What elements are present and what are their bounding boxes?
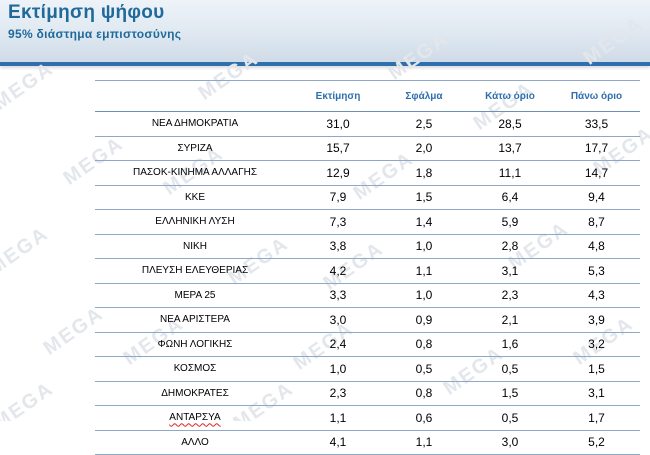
estimate-value: 7,3 xyxy=(295,215,381,229)
column-header: Σφάλμα xyxy=(381,91,467,102)
estimate-value: 31,0 xyxy=(295,117,381,131)
estimate-value: 1,0 xyxy=(295,362,381,376)
party-name: ΔΗΜΟΚΡΑΤΕΣ xyxy=(95,388,295,399)
table-row: ΦΩΝΗ ΛΟΓΙΚΗΣ 2,4 0,8 1,6 3,2 xyxy=(95,333,640,358)
party-name: ΚΟΣΜΟΣ xyxy=(95,363,295,374)
party-name: ΠΛΕΥΣΗ ΕΛΕΥΘΕΡΙΑΣ xyxy=(95,265,295,276)
upper-bound-value: 17,7 xyxy=(553,141,640,155)
error-value: 0,8 xyxy=(381,386,467,400)
upper-bound-value: 33,5 xyxy=(553,117,640,131)
error-value: 1,1 xyxy=(381,435,467,449)
estimate-value: 12,9 xyxy=(295,166,381,180)
page-title: Εκτίμηση ψήφου xyxy=(8,2,165,24)
upper-bound-value: 3,2 xyxy=(553,337,640,351)
party-name: ΣΥΡΙΖΑ xyxy=(95,143,295,154)
lower-bound-value: 0,5 xyxy=(467,411,553,425)
error-value: 1,8 xyxy=(381,166,467,180)
watermark: MEGA xyxy=(0,58,58,116)
table-row: ΠΑΣΟΚ-ΚΙΝΗΜΑ ΑΛΛΑΓΗΣ 12,9 1,8 11,1 14,7 xyxy=(95,161,640,186)
upper-bound-value: 14,7 xyxy=(553,166,640,180)
table-row: ΑΛΛΟ 4,1 1,1 3,0 5,2 xyxy=(95,431,640,455)
upper-bound-value: 3,1 xyxy=(553,386,640,400)
error-value: 1,0 xyxy=(381,239,467,253)
table-row: ΑΝΤΑΡΣΥΑ 1,1 0,6 0,5 1,7 xyxy=(95,406,640,431)
estimate-value: 2,3 xyxy=(295,386,381,400)
error-value: 2,5 xyxy=(381,117,467,131)
party-name: ΜΕΡΑ 25 xyxy=(95,290,295,301)
table-row: ΝΕΑ ΔΗΜΟΚΡΑΤΙΑ 31,0 2,5 28,5 33,5 xyxy=(95,112,640,137)
party-name: ΕΛΛΗΝΙΚΗ ΛΥΣΗ xyxy=(95,216,295,227)
page-subtitle: 95% διάστημα εμπιστοσύνης xyxy=(8,27,181,41)
lower-bound-value: 0,5 xyxy=(467,362,553,376)
upper-bound-value: 1,7 xyxy=(553,411,640,425)
watermark: MEGA xyxy=(0,223,53,281)
error-value: 1,1 xyxy=(381,264,467,278)
party-name: ΝΕΑ ΑΡΙΣΤΕΡΑ xyxy=(95,314,295,325)
error-value: 2,0 xyxy=(381,141,467,155)
table-header: Εκτίμηση Σφάλμα Κάτω όριο Πάνω όριο xyxy=(95,80,640,112)
lower-bound-value: 3,1 xyxy=(467,264,553,278)
party-name: ΝΙΚΗ xyxy=(95,241,295,252)
lower-bound-value: 3,0 xyxy=(467,435,553,449)
column-header: Πάνω όριο xyxy=(553,91,640,102)
table-row: ΜΕΡΑ 25 3,3 1,0 2,3 4,3 xyxy=(95,284,640,309)
party-name: ΦΩΝΗ ΛΟΓΙΚΗΣ xyxy=(95,339,295,350)
error-value: 1,4 xyxy=(381,215,467,229)
table-row: ΕΛΛΗΝΙΚΗ ΛΥΣΗ 7,3 1,4 5,9 8,7 xyxy=(95,210,640,235)
upper-bound-value: 3,9 xyxy=(553,313,640,327)
estimate-value: 1,1 xyxy=(295,411,381,425)
estimate-value: 4,2 xyxy=(295,264,381,278)
lower-bound-value: 13,7 xyxy=(467,141,553,155)
column-header: Εκτίμηση xyxy=(295,91,381,102)
error-value: 1,0 xyxy=(381,288,467,302)
lower-bound-value: 1,6 xyxy=(467,337,553,351)
error-value: 0,8 xyxy=(381,337,467,351)
error-value: 0,9 xyxy=(381,313,467,327)
party-name: ΚΚΕ xyxy=(95,192,295,203)
estimate-value: 2,4 xyxy=(295,337,381,351)
party-name: ΠΑΣΟΚ-ΚΙΝΗΜΑ ΑΛΛΑΓΗΣ xyxy=(95,167,295,178)
estimate-value: 4,1 xyxy=(295,435,381,449)
party-name: ΝΕΑ ΔΗΜΟΚΡΑΤΙΑ xyxy=(95,118,295,129)
upper-bound-value: 8,7 xyxy=(553,215,640,229)
lower-bound-value: 1,5 xyxy=(467,386,553,400)
page-header: Εκτίμηση ψήφου 95% διάστημα εμπιστοσύνης xyxy=(0,0,650,66)
error-value: 0,6 xyxy=(381,411,467,425)
table-row: ΝΙΚΗ 3,8 1,0 2,8 4,8 xyxy=(95,235,640,260)
party-name: ΑΝΤΑΡΣΥΑ xyxy=(95,412,295,423)
error-value: 1,5 xyxy=(381,190,467,204)
upper-bound-value: 5,3 xyxy=(553,264,640,278)
column-header: Κάτω όριο xyxy=(467,91,553,102)
lower-bound-value: 6,4 xyxy=(467,190,553,204)
estimate-value: 3,3 xyxy=(295,288,381,302)
estimate-value: 15,7 xyxy=(295,141,381,155)
lower-bound-value: 2,8 xyxy=(467,239,553,253)
upper-bound-value: 1,5 xyxy=(553,362,640,376)
party-name-text: ΑΝΤΑΡΣΥΑ xyxy=(169,412,220,423)
lower-bound-value: 2,3 xyxy=(467,288,553,302)
estimate-value: 7,9 xyxy=(295,190,381,204)
table-row: ΔΗΜΟΚΡΑΤΕΣ 2,3 0,8 1,5 3,1 xyxy=(95,382,640,407)
table-row: ΣΥΡΙΖΑ 15,7 2,0 13,7 17,7 xyxy=(95,137,640,162)
error-value: 0,5 xyxy=(381,362,467,376)
estimate-value: 3,8 xyxy=(295,239,381,253)
upper-bound-value: 4,3 xyxy=(553,288,640,302)
lower-bound-value: 2,1 xyxy=(467,313,553,327)
table-row: ΠΛΕΥΣΗ ΕΛΕΥΘΕΡΙΑΣ 4,2 1,1 3,1 5,3 xyxy=(95,259,640,284)
party-name: ΑΛΛΟ xyxy=(95,437,295,448)
upper-bound-value: 5,2 xyxy=(553,435,640,449)
lower-bound-value: 28,5 xyxy=(467,117,553,131)
upper-bound-value: 4,8 xyxy=(553,239,640,253)
vote-estimate-table: Εκτίμηση Σφάλμα Κάτω όριο Πάνω όριο ΝΕΑ … xyxy=(95,80,640,455)
table-row: ΚΚΕ 7,9 1,5 6,4 9,4 xyxy=(95,186,640,211)
table-row: ΚΟΣΜΟΣ 1,0 0,5 0,5 1,5 xyxy=(95,357,640,382)
watermark: MEGA xyxy=(0,378,58,421)
lower-bound-value: 5,9 xyxy=(467,215,553,229)
lower-bound-value: 11,1 xyxy=(467,166,553,180)
estimate-value: 3,0 xyxy=(295,313,381,327)
upper-bound-value: 9,4 xyxy=(553,190,640,204)
table-row: ΝΕΑ ΑΡΙΣΤΕΡΑ 3,0 0,9 2,1 3,9 xyxy=(95,308,640,333)
